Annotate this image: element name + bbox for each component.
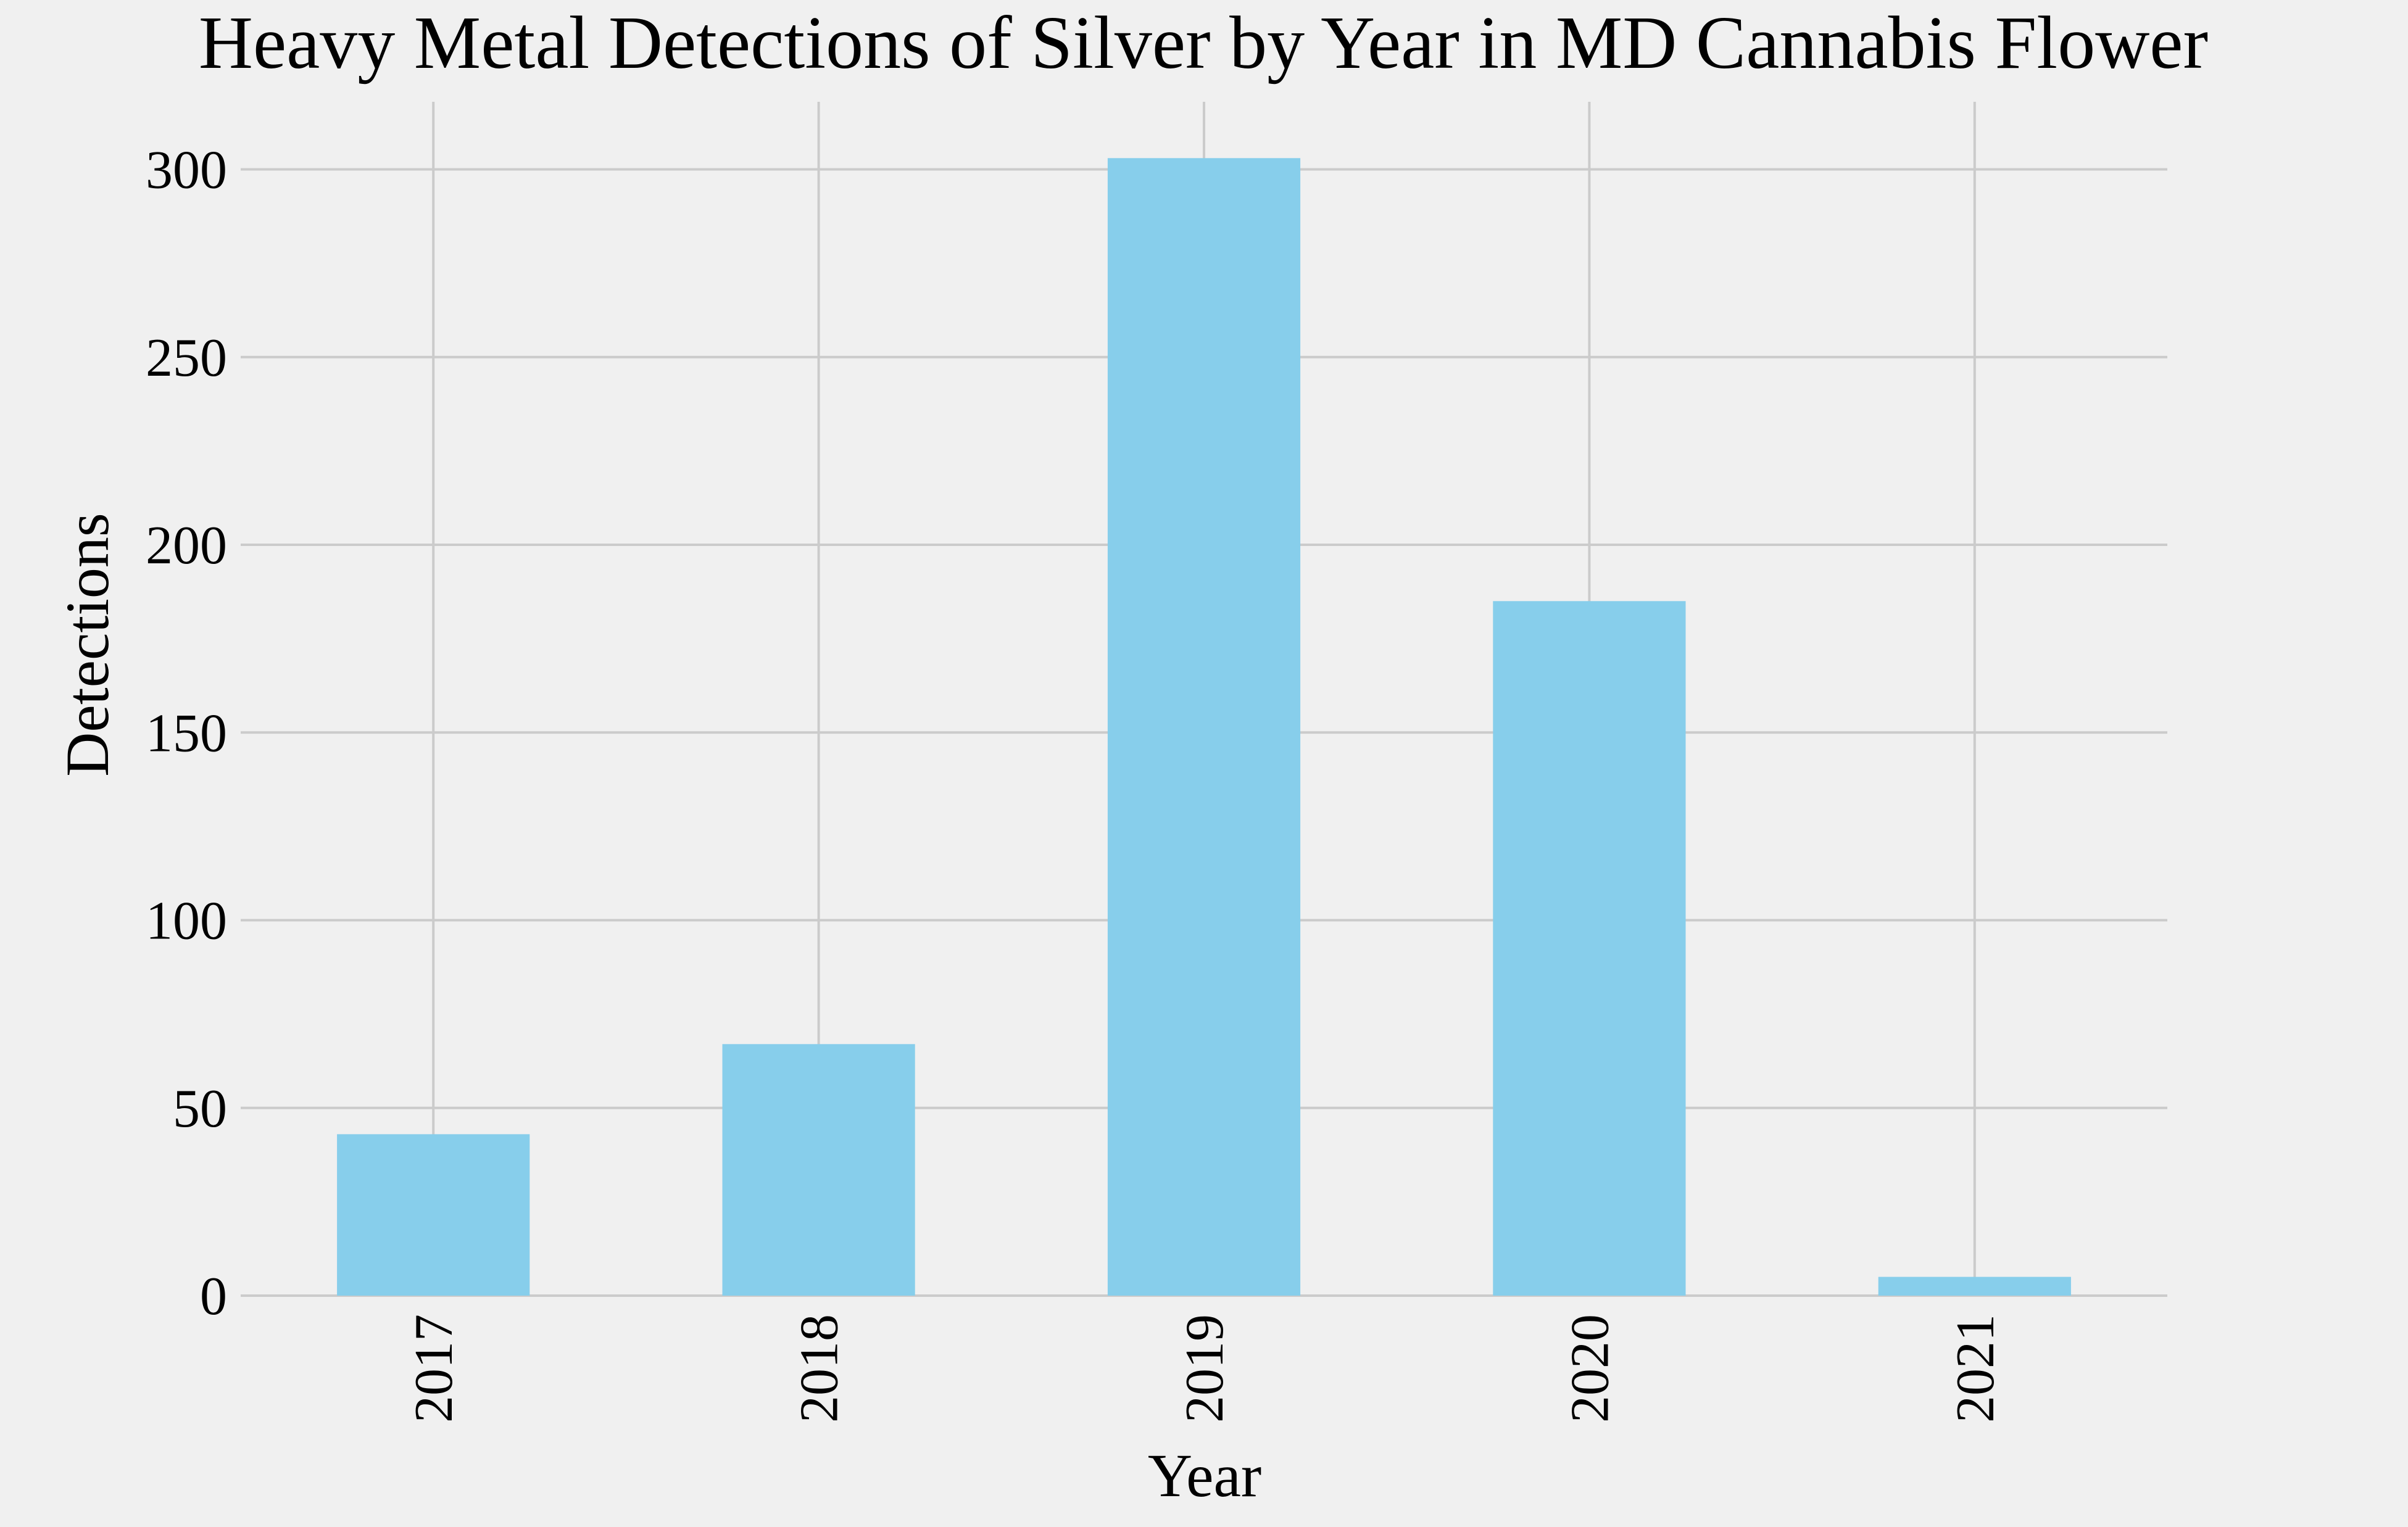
chart-title: Heavy Metal Detections of Silver by Year… <box>199 1 2208 85</box>
y-tick-label: 250 <box>146 328 227 388</box>
bar-2018 <box>722 1044 915 1296</box>
x-tick-label: 2018 <box>790 1314 850 1423</box>
x-tick-label: 2019 <box>1175 1314 1235 1423</box>
y-tick-label: 100 <box>146 892 227 951</box>
x-tick-label: 2021 <box>1946 1314 2006 1423</box>
x-tick-label: 2020 <box>1560 1314 1620 1423</box>
bar-2020 <box>1493 601 1686 1296</box>
x-tick-label: 2017 <box>404 1314 464 1423</box>
bar-2019 <box>1107 158 1301 1296</box>
bar-2021 <box>1878 1277 2071 1296</box>
y-tick-label: 0 <box>200 1267 227 1326</box>
y-tick-label: 200 <box>146 516 227 576</box>
y-tick-labels: 0 50 100 150 200 250 300 <box>146 141 227 1326</box>
y-axis-label: Detections <box>53 513 122 777</box>
y-tick-label: 300 <box>146 141 227 201</box>
y-tick-label: 50 <box>173 1079 227 1139</box>
bar-2017 <box>337 1134 530 1296</box>
x-axis-label: Year <box>1148 1441 1261 1510</box>
y-tick-label: 150 <box>146 703 227 763</box>
x-tick-labels: 2017 2018 2019 2020 2021 <box>404 1314 2006 1423</box>
bars <box>337 158 2071 1296</box>
